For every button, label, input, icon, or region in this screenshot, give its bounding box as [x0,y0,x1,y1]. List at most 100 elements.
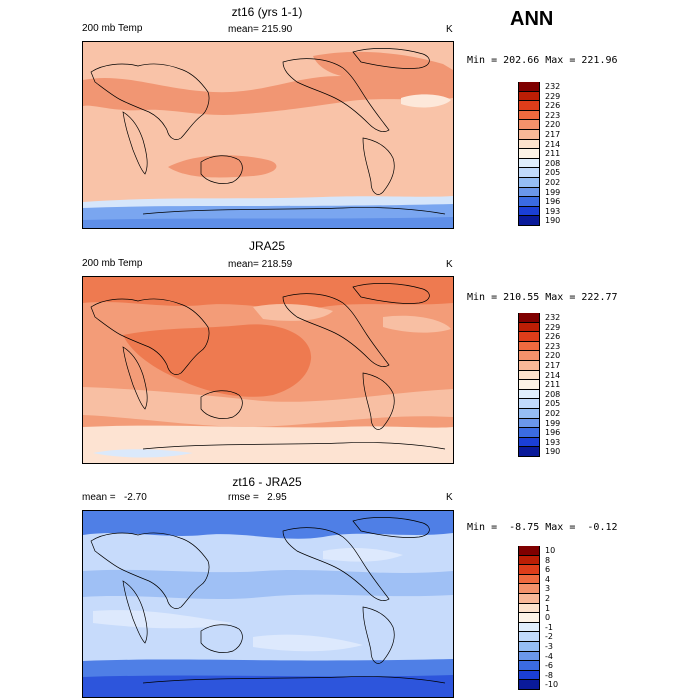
colorbar-swatch [519,91,539,102]
colorbar-swatch [519,139,539,150]
colorbar-label: 196 [545,197,561,207]
colorbar-label: 190 [545,447,561,457]
colorbar-label: 10 [545,546,556,555]
colorbar-label: 217 [545,130,561,139]
colorbar-label: -4 [545,651,553,661]
colorbar-swatch [519,216,539,226]
panel-2-minmax: Min = 210.55 Max = 222.77 [467,292,618,303]
panel-3-map [82,510,454,698]
panel-3-title: zt16 - JRA25 [232,475,302,489]
colorbar-swatch [519,670,539,681]
colorbar-swatch [519,661,539,671]
colorbar-label: 211 [545,380,561,390]
colorbar-swatch [519,101,539,111]
colorbar-label: 202 [545,409,561,418]
colorbar-label: 214 [545,139,561,149]
panel-1-title: zt16 (yrs 1-1) [231,5,303,19]
panel-3-mean-label: mean = -2.70 [82,492,147,503]
panel-1-units: K [446,24,453,35]
colorbar-label: 226 [545,332,561,342]
colorbar-label: 220 [545,120,561,130]
colorbar-swatch [519,149,539,159]
colorbar-swatch [519,409,539,419]
colorbar-swatch [519,168,539,178]
panel-2-title: JRA25 [248,239,286,253]
colorbar-label: 8 [545,555,551,565]
panel-1-map [82,41,454,229]
colorbar-swatch [519,428,539,438]
colorbar-swatch [519,680,539,690]
panel-2-units: K [446,259,453,270]
colorbar-label: 211 [545,149,561,159]
colorbar-label: 193 [545,437,561,447]
colorbar-label: 6 [545,565,551,575]
colorbar-swatch [519,322,539,333]
colorbar-swatch [519,399,539,409]
colorbar-swatch [519,603,539,614]
panel-1-variable-label: 200 mb Temp [82,23,143,34]
colorbar-swatch [519,130,539,140]
colorbar-label: 3 [545,584,551,594]
colorbar-label: 1 [545,603,551,613]
panel-3-colorbar: 10 8 6 4 3 2 1 0 -1 -2 -3 -4 -6 -8 -10 [518,546,558,690]
colorbar-swatch [519,632,539,642]
colorbar-swatch [519,351,539,361]
colorbar-swatch [519,574,539,585]
colorbar-swatch [519,313,539,323]
colorbar-swatch [519,332,539,342]
colorbar-swatch [519,546,539,556]
colorbar-swatch [519,82,539,92]
colorbar-label: -8 [545,670,553,680]
colorbar-label: 208 [545,158,561,168]
panel-1-map-graphic [83,42,453,228]
colorbar-swatch [519,584,539,594]
colorbar-label: 190 [545,216,561,226]
panel-2-variable-label: 200 mb Temp [82,258,143,269]
panel-1-minmax: Min = 202.66 Max = 221.96 [467,55,618,66]
colorbar-label: 229 [545,322,561,332]
colorbar-swatch [519,158,539,169]
colorbar-label: -1 [545,622,553,632]
panel-3-rmse-label: rmse = 2.95 [228,492,287,503]
colorbar-label: 199 [545,418,561,428]
colorbar-swatch [519,206,539,217]
colorbar-label: 232 [545,313,561,322]
colorbar-label: 232 [545,82,561,91]
colorbar-swatch [519,622,539,633]
colorbar-label: 217 [545,361,561,370]
colorbar-label: 226 [545,101,561,111]
colorbar-label: 205 [545,399,561,409]
colorbar-swatch [519,651,539,662]
colorbar-label: 214 [545,370,561,380]
panel-3-minmax: Min = -8.75 Max = -0.12 [467,522,618,533]
colorbar-label: 223 [545,110,561,120]
colorbar-label: 223 [545,341,561,351]
colorbar-label: -2 [545,632,553,642]
colorbar-swatch [519,361,539,371]
colorbar-label: -10 [545,680,559,690]
colorbar-swatch [519,613,539,623]
panel-2-map [82,276,454,464]
colorbar-label: 220 [545,351,561,361]
colorbar-label: 4 [545,574,551,584]
colorbar-swatch [519,341,539,352]
panel-2-colorbar: 232 229 226 223 220 217 214 211 208 205 202 199 196 1… [518,313,560,457]
season-label: ANN [510,8,554,30]
colorbar-swatch [519,370,539,381]
colorbar-swatch [519,565,539,575]
colorbar-swatch [519,418,539,429]
panel-3-map-graphic [83,511,453,697]
colorbar-swatch [519,389,539,400]
colorbar-label: 0 [545,613,551,623]
colorbar-label: 193 [545,206,561,216]
colorbar-label: 199 [545,187,561,197]
colorbar-swatch [519,642,539,652]
colorbar-label: 2 [545,594,551,603]
colorbar-swatch [519,178,539,188]
colorbar-swatch [519,110,539,121]
colorbar-swatch [519,594,539,604]
colorbar-label: 196 [545,428,561,438]
colorbar-swatch [519,120,539,130]
colorbar-label: 208 [545,389,561,399]
panel-3-units: K [446,492,453,503]
